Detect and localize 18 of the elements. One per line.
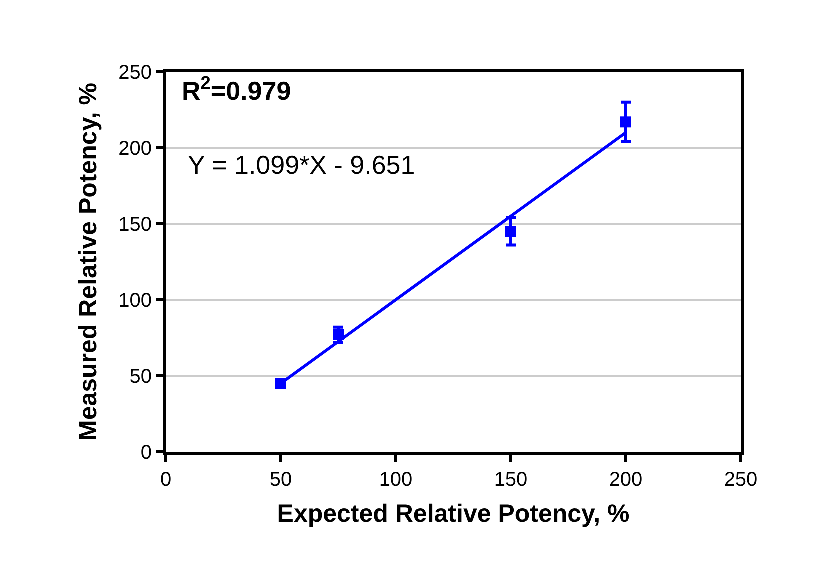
- y-tick-label: 150: [118, 214, 152, 236]
- y-tick-label: 50: [130, 366, 152, 388]
- x-tick-label: 100: [379, 469, 413, 491]
- point: [506, 226, 516, 238]
- annotation: R$^{2}$=0.979: [182, 73, 292, 106]
- y-tick-label: 0: [140, 442, 152, 464]
- x-tick-label: 200: [609, 469, 643, 491]
- y-tick-label: 100: [118, 290, 152, 312]
- x-tick-label: 150: [494, 469, 528, 491]
- x-axis-title: Expected Relative Potency, %: [277, 500, 630, 528]
- x-tick-label: 0: [160, 469, 172, 491]
- x-tick-label: 50: [270, 469, 292, 491]
- x-tick-label: 250: [724, 469, 758, 491]
- y-tick-label: 250: [118, 62, 152, 84]
- y-axis-title: Measured Relative Potency, %: [74, 82, 102, 442]
- y-tick-label: 200: [118, 138, 152, 160]
- point: [620, 116, 632, 128]
- annotation: Y = 1.099*X - 9.651: [188, 150, 416, 180]
